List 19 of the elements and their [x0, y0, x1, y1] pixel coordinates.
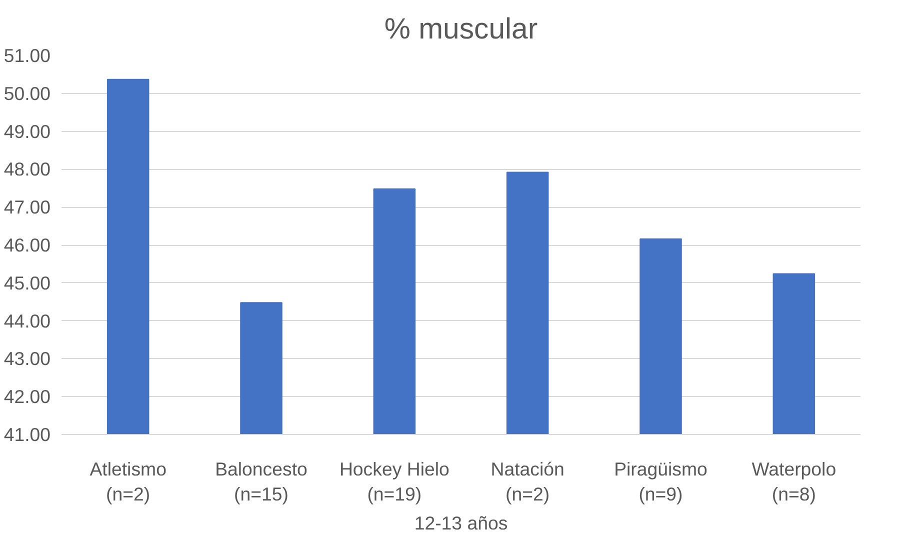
- x-tick-label: Hockey Hielo (n=19): [339, 458, 450, 505]
- y-tick-label: 48.00: [4, 158, 50, 180]
- y-tick-label: 42.00: [4, 386, 50, 408]
- x-tick-label: Piragüismo (n=9): [614, 458, 708, 505]
- y-tick-label: 51.00: [4, 45, 50, 66]
- y-tick-label: 46.00: [4, 234, 50, 256]
- y-tick-label: 49.00: [4, 120, 50, 142]
- x-tick-label: Atletismo (n=2): [90, 458, 166, 505]
- y-tick-label: 44.00: [4, 310, 50, 332]
- chart-title: % muscular: [384, 12, 538, 46]
- y-tick-label: 45.00: [4, 272, 50, 294]
- y-tick-label: 47.00: [4, 196, 50, 218]
- x-tick-label: Baloncesto (n=15): [215, 458, 308, 505]
- x-tick-label: Natación (n=2): [490, 458, 564, 505]
- y-tick-label: 41.00: [4, 424, 50, 445]
- y-tick-label: 50.00: [4, 82, 50, 104]
- x-tick-label: Waterpolo (n=8): [752, 458, 836, 505]
- x-axis-title: 12-13 años: [414, 512, 508, 534]
- y-tick-label: 43.00: [4, 348, 50, 370]
